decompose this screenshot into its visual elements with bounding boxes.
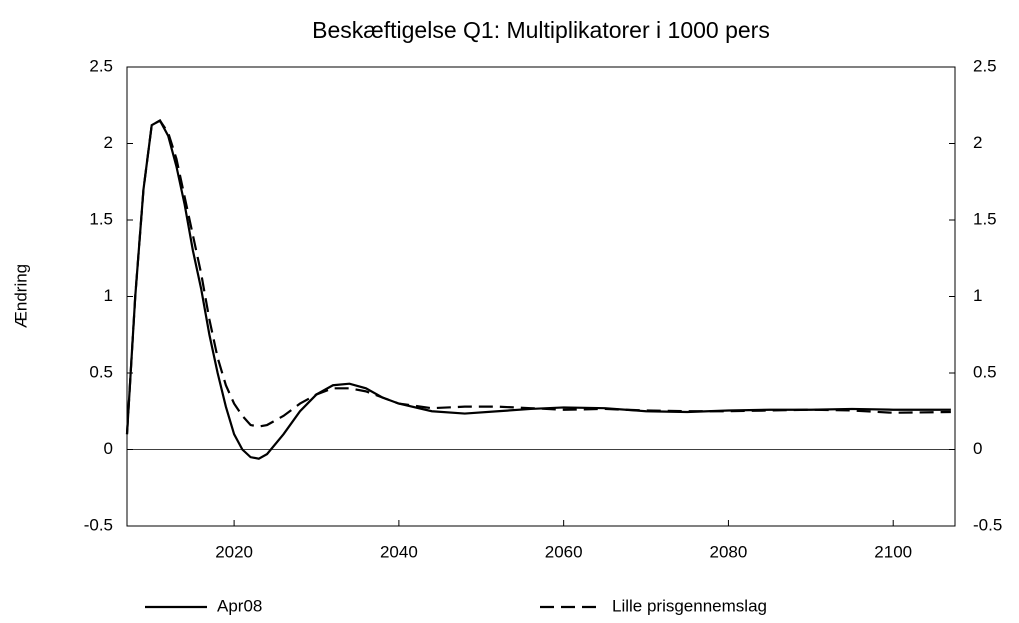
x-tick-label: 2020 xyxy=(215,542,253,561)
chart-title: Beskæftigelse Q1: Multiplikatorer i 1000… xyxy=(312,17,770,43)
y2-tick-label: 2.5 xyxy=(973,56,997,75)
legend-label: Lille prisgennemslag xyxy=(612,596,767,615)
y-tick-label: -0.5 xyxy=(84,515,113,534)
y-axis-label: Ændring xyxy=(11,264,30,328)
series-line xyxy=(125,119,951,435)
series-line xyxy=(125,119,951,460)
y-tick-label: 1.5 xyxy=(89,209,113,228)
y-tick-label: 2 xyxy=(104,133,113,152)
x-tick-label: 2060 xyxy=(545,542,583,561)
y-tick-label: 2.5 xyxy=(89,56,113,75)
y2-tick-label: 0.5 xyxy=(973,362,997,381)
y2-tick-label: -0.5 xyxy=(973,515,1002,534)
x-tick-label: 2100 xyxy=(874,542,912,561)
y2-tick-label: 1 xyxy=(973,286,982,305)
legend-label: Apr08 xyxy=(217,596,262,615)
x-tick-label: 2080 xyxy=(710,542,748,561)
y2-tick-label: 0 xyxy=(973,439,982,458)
x-tick-label: 2040 xyxy=(380,542,418,561)
y2-tick-label: 2 xyxy=(973,133,982,152)
y-tick-label: 0.5 xyxy=(89,362,113,381)
y2-tick-label: 1.5 xyxy=(973,209,997,228)
y-tick-label: 1 xyxy=(104,286,113,305)
y-tick-label: 0 xyxy=(104,439,113,458)
